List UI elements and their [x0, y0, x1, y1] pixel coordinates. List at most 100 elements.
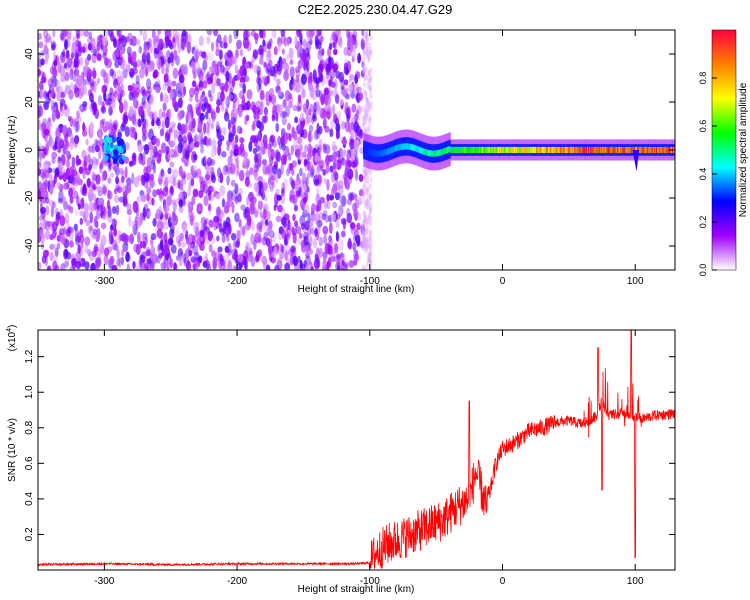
- spectrogram-cell: [229, 163, 236, 175]
- spectrogram-cell: [127, 84, 133, 92]
- spectrogram-cell: [266, 63, 271, 73]
- spectrogram-cell: [360, 39, 366, 51]
- spectrogram-cell: [42, 218, 47, 230]
- spectrogram-cell: [114, 91, 121, 101]
- spectrogram-cell: [161, 111, 166, 118]
- spectrogram-cell: [280, 154, 286, 166]
- spectrogram-cell: [82, 83, 88, 96]
- spectrogram-cell: [333, 79, 338, 90]
- spectrogram-cell: [244, 212, 250, 221]
- spectrogram-cell: [223, 41, 228, 49]
- spectrogram-cell: [262, 208, 267, 220]
- spectrogram-cell: [366, 39, 370, 46]
- spectrogram-cell: [368, 73, 372, 80]
- spectrogram-cell: [225, 227, 229, 238]
- spectrogram-cell: [204, 138, 209, 147]
- spectrogram-cell: [190, 256, 197, 263]
- spectrogram-cell: [263, 224, 270, 233]
- spectrogram-cell: [236, 40, 242, 50]
- spectrogram-cell: [218, 222, 223, 233]
- snr-panel: -300 -200 -100 0 100 0.20.40.60.81.01.2 Heig…: [6, 325, 676, 595]
- spectrogram-cell: [351, 114, 356, 122]
- spectrogram-cell: [348, 193, 354, 202]
- spectrogram-cell: [369, 169, 373, 176]
- spectrogram-cell: [306, 172, 311, 179]
- spectrogram-cell: [187, 131, 192, 140]
- spectrogram-cell: [491, 146, 494, 154]
- spectrogram-cell: [69, 82, 74, 92]
- spectrogram-cell: [640, 146, 643, 154]
- spectrogram-cell: [167, 56, 171, 64]
- spectrogram-cell: [276, 204, 283, 213]
- spectrogram-cell: [322, 225, 329, 235]
- spectrogram-cell: [328, 235, 332, 243]
- spectrogram-cell: [103, 254, 109, 265]
- spectrogram-cell: [91, 143, 96, 154]
- spectrogram-cell: [341, 259, 345, 266]
- spectrogram-cell: [169, 257, 173, 269]
- spectrogram-cell: [364, 66, 368, 73]
- spectrogram-cell: [363, 81, 366, 88]
- spectrogram-cell: [207, 116, 212, 128]
- spectrogram-cell: [546, 146, 549, 154]
- spectrogram-cell: [471, 146, 474, 154]
- spectrogram-cell: [213, 189, 217, 198]
- spectrogram-cell: [165, 67, 169, 75]
- spectrogram-cell: [146, 249, 151, 257]
- spectrogram-cell: [363, 108, 367, 115]
- spectrogram-cell: [38, 90, 41, 99]
- spectrogram-cell: [354, 159, 359, 167]
- spectrogram-cell: [112, 119, 119, 129]
- spectrogram-cell: [178, 74, 185, 84]
- spectrogram-cell: [297, 94, 302, 104]
- spectrogram-cell: [187, 103, 192, 113]
- spectrogram-cell: [131, 114, 137, 124]
- spectrogram-cell: [128, 233, 135, 244]
- spectrogram-cell: [304, 144, 309, 153]
- snr-y-ticks: 0.20.40.60.81.01.2: [24, 349, 675, 541]
- spectrogram-cell: [660, 146, 663, 154]
- spectrogram-cell: [170, 238, 174, 246]
- spectrogram-cell: [227, 259, 232, 269]
- spectrogram-cell: [367, 117, 371, 124]
- spectrogram-cell: [308, 131, 313, 143]
- spectrogram-cell: [261, 159, 267, 166]
- spectrogram-cell: [405, 143, 408, 150]
- spectrogram-cell: [226, 175, 230, 186]
- spectrogram-cell: [297, 255, 301, 263]
- spectrogram-cell: [299, 151, 304, 162]
- spectrogram-cell: [335, 231, 339, 242]
- spectrogram-cell: [227, 155, 233, 166]
- spectrogram-cell: [362, 184, 366, 191]
- spectrogram-cell: [238, 218, 242, 228]
- spectrogram-cell: [100, 160, 104, 169]
- spectrogram-cell: [227, 195, 233, 208]
- spectrogram-cell: [362, 47, 366, 54]
- spectrogram-cell: [368, 229, 372, 236]
- spectrogram-cell: [163, 232, 168, 244]
- spectrogram-cell: [164, 116, 170, 129]
- spectrogram-cell: [118, 257, 122, 268]
- spectrogram-cell: [116, 186, 123, 193]
- spectrogram-cell: [523, 146, 526, 154]
- spectrogram-cell: [317, 105, 322, 116]
- spectrogram-cell: [74, 209, 80, 216]
- spectrogram-cell: [205, 121, 210, 134]
- spectrogram-cell: [142, 152, 146, 162]
- spectrogram-cell: [126, 209, 132, 216]
- spectrogram-cell: [362, 115, 365, 121]
- spectrogram-cell: [130, 35, 137, 47]
- spectrogram-cell: [581, 146, 584, 154]
- spectrogram-cell: [524, 146, 527, 154]
- spectrogram-cell: [242, 156, 247, 166]
- spectrogram-cell: [365, 187, 369, 194]
- spectrogram-cell: [399, 144, 402, 151]
- spectrogram-cell: [97, 95, 103, 106]
- spectrogram-cell: [331, 151, 338, 163]
- spectrogram-cell: [340, 195, 347, 207]
- spectrogram-cell: [199, 112, 205, 121]
- spectrogram-cell: [101, 35, 108, 47]
- spectrogram-cell: [314, 77, 321, 84]
- spectrogram-cell: [198, 35, 204, 47]
- spectrogram-cell: [226, 163, 231, 176]
